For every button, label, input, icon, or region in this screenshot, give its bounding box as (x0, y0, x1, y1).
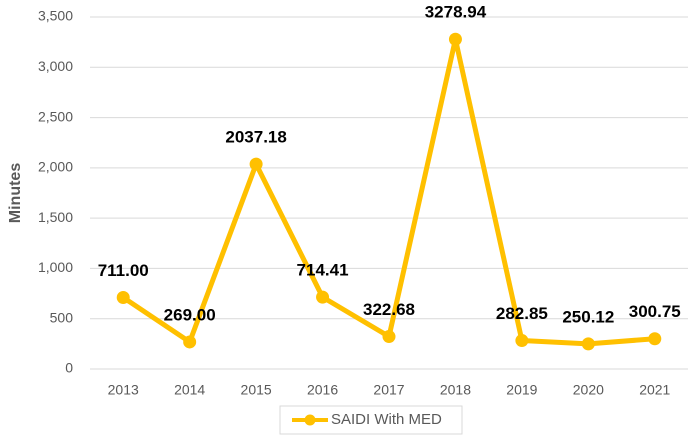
x-tick-label: 2018 (440, 382, 471, 398)
data-label: 711.00 (98, 261, 149, 280)
y-tick-label: 2,500 (38, 108, 73, 124)
data-point (581, 337, 595, 351)
data-point (448, 32, 462, 46)
data-point (515, 334, 529, 348)
y-tick-label: 3,500 (38, 8, 73, 24)
legend-box (279, 405, 463, 435)
data-label: 269.00 (164, 305, 216, 324)
y-tick-label: 0 (65, 360, 73, 376)
data-point (249, 157, 263, 171)
legend-marker (304, 414, 316, 426)
x-tick-label: 2014 (174, 382, 205, 398)
data-label: 3278.94 (425, 3, 487, 22)
y-axis-label: Minutes (7, 163, 24, 224)
x-tick-label: 2021 (639, 382, 670, 398)
data-label: 714.41 (297, 261, 349, 280)
y-tick-label: 500 (50, 309, 74, 325)
data-point (648, 332, 662, 346)
x-tick-label: 2015 (241, 382, 272, 398)
series-line (121, 36, 655, 347)
data-label: 250.12 (562, 307, 614, 326)
data-label: 322.68 (363, 300, 415, 319)
data-point (316, 290, 330, 304)
y-tick-label: 1,500 (38, 209, 73, 225)
y-tick-label: 2,000 (38, 159, 73, 175)
data-point (382, 330, 396, 344)
data-label: 300.75 (629, 302, 681, 321)
y-tick-label: 1,000 (38, 259, 73, 275)
x-tick-label: 2016 (307, 382, 338, 398)
data-point (183, 335, 197, 349)
data-point (116, 290, 130, 304)
x-tick-label: 2019 (506, 382, 537, 398)
x-tick-label: 2020 (573, 382, 604, 398)
x-tick-label: 2013 (108, 382, 139, 398)
y-tick-label: 3,000 (38, 58, 73, 74)
x-tick-label: 2017 (373, 382, 404, 398)
legend-label: SAIDI With MED (331, 411, 442, 428)
data-label: 282.85 (496, 304, 548, 323)
data-label: 2037.18 (225, 128, 286, 147)
